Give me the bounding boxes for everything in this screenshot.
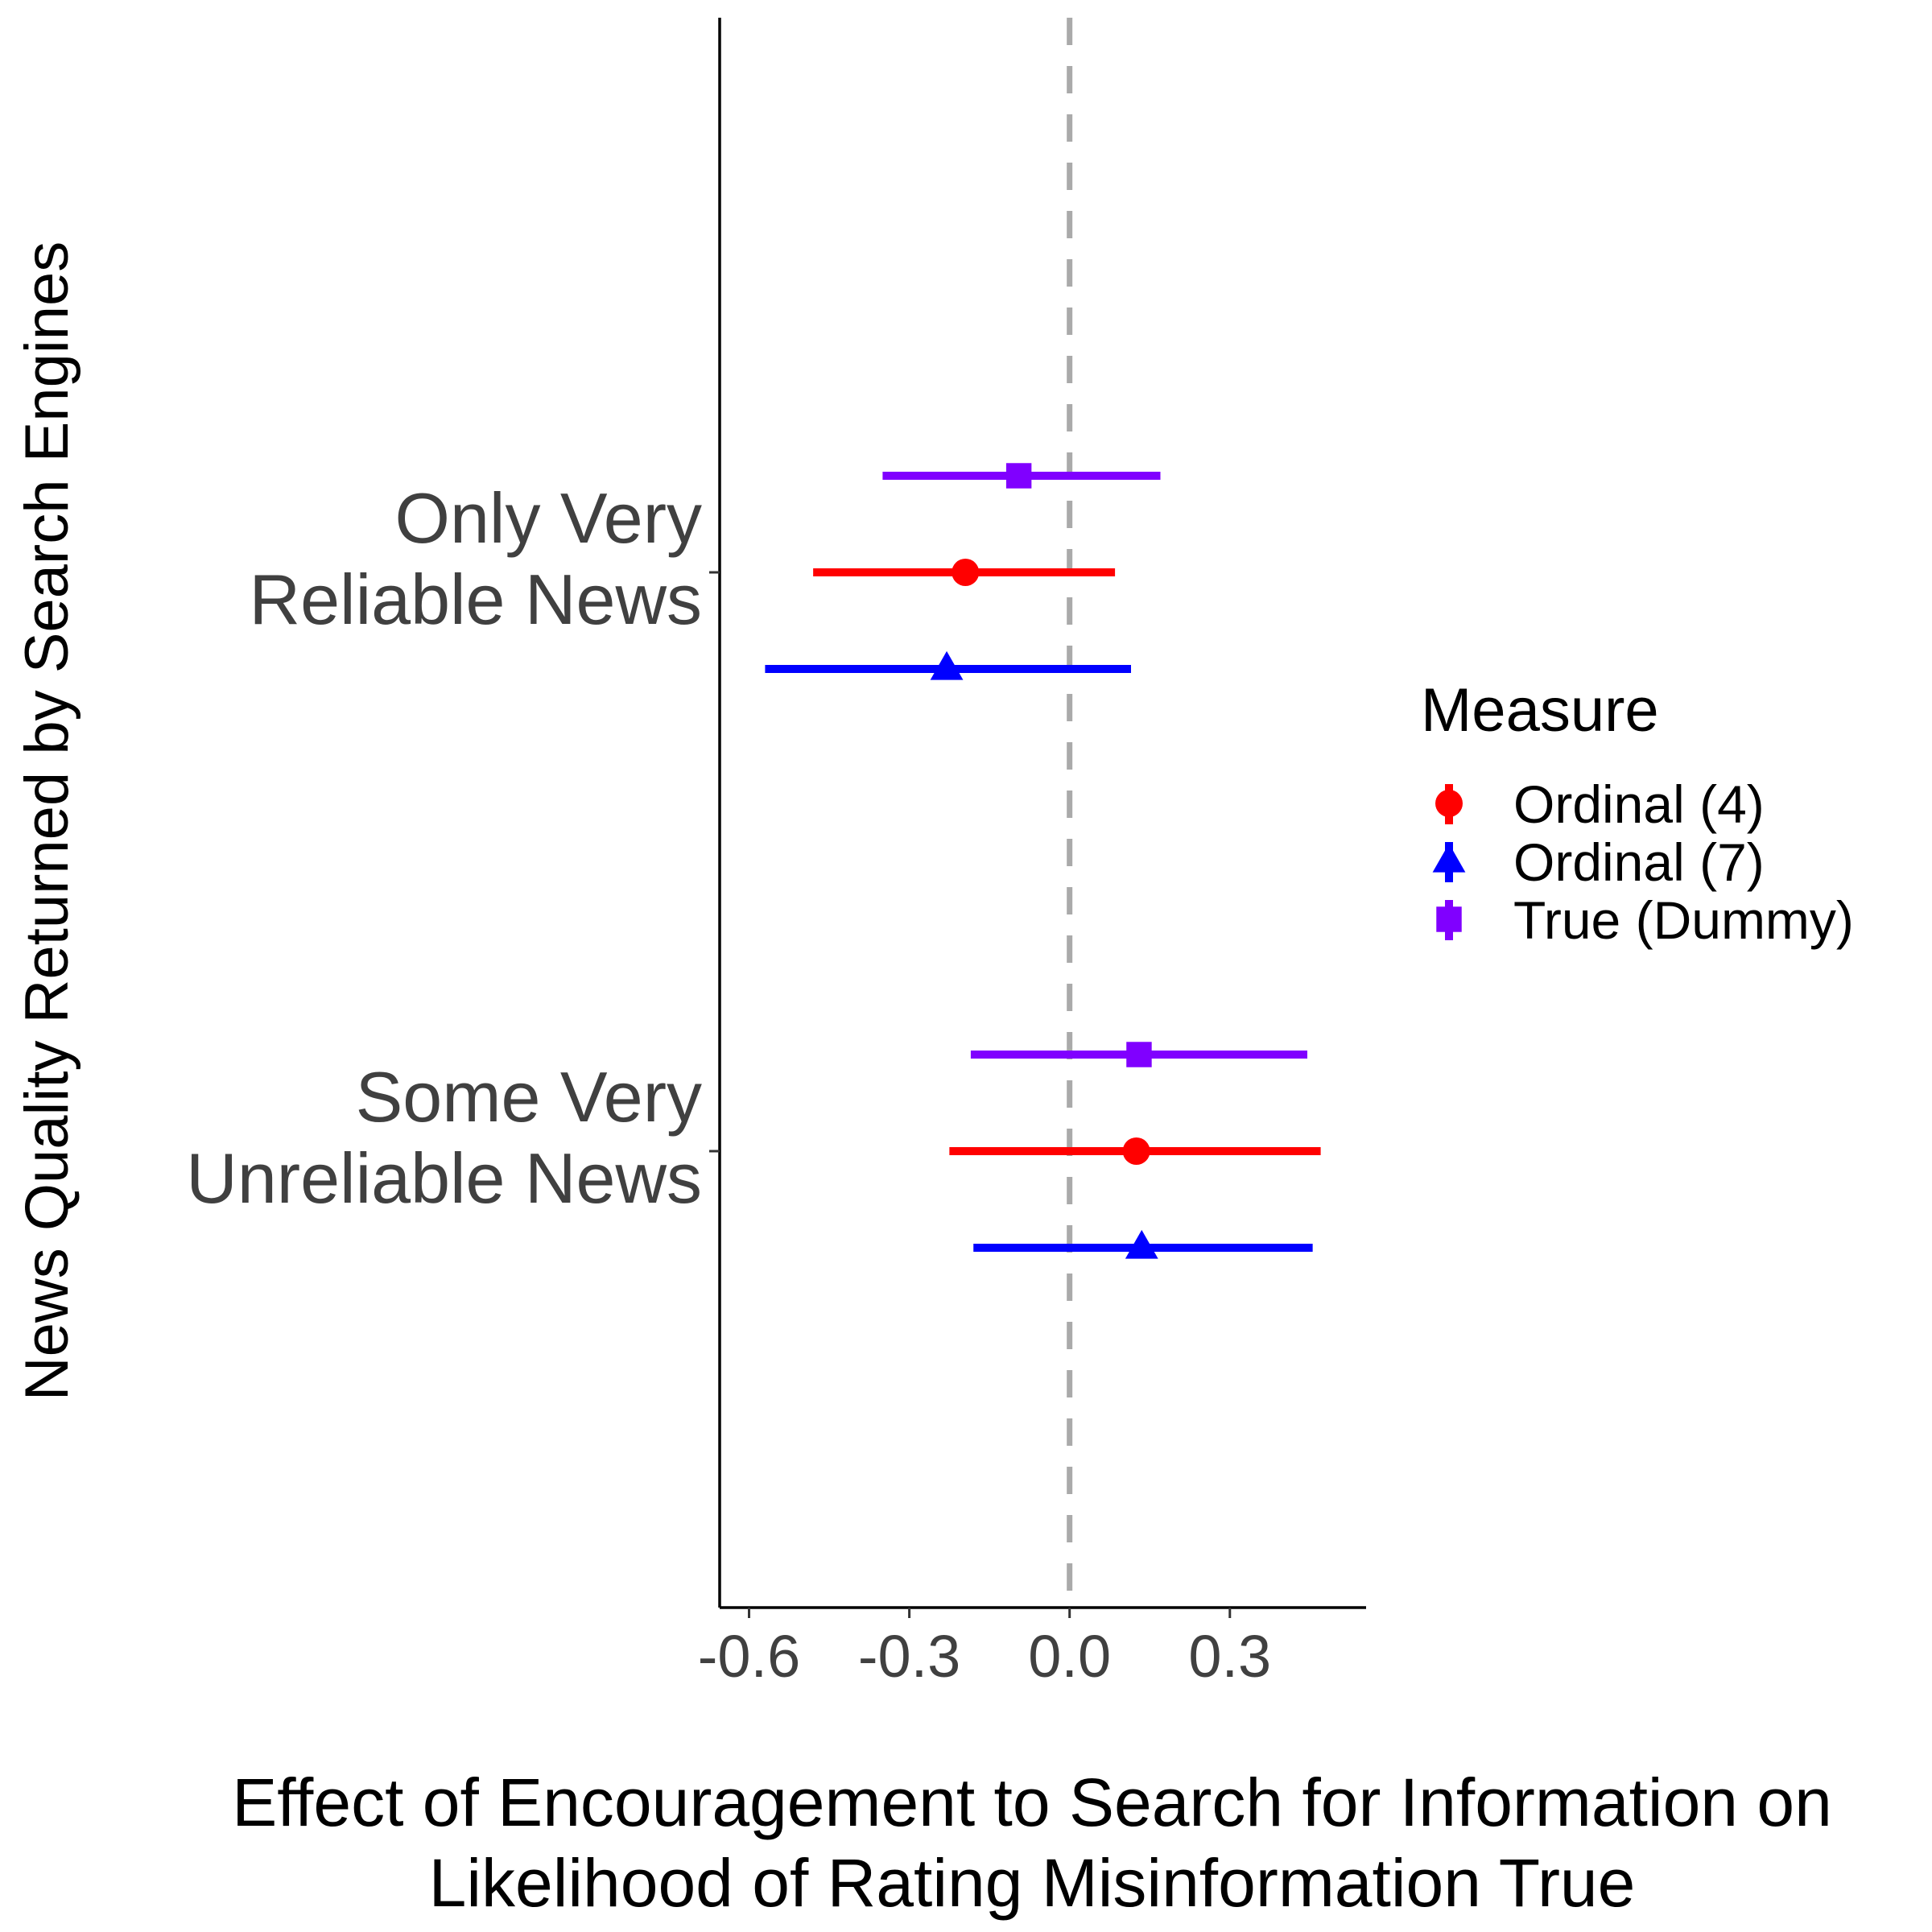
y-axis-title: News Quality Returned by Search Engines (13, 242, 81, 1402)
y-category-label: Unreliable News (186, 1138, 702, 1218)
point-estimate-1-some (1125, 1229, 1158, 1259)
x-axis-title: Effect of Encouragement to Search for In… (232, 1765, 1832, 1840)
point-estimate-0-only (952, 559, 980, 586)
y-category-label: Only Very (395, 478, 702, 558)
y-category-label: Some Very (356, 1057, 702, 1137)
legend-key-marker-2 (1436, 906, 1462, 932)
axis-titles: Effect of Encouragement to Search for In… (13, 242, 1832, 1921)
legend-key-marker-0 (1435, 790, 1463, 817)
legend-label: Ordinal (7) (1513, 832, 1765, 892)
point-estimate-2-some (1126, 1042, 1152, 1067)
x-tick-label: -0.6 (698, 1623, 801, 1690)
x-tick-label: -0.3 (858, 1623, 961, 1690)
x-tick-label: 0.3 (1188, 1623, 1271, 1690)
legend-title: Measure (1421, 676, 1659, 745)
x-tick-label: 0.0 (1028, 1623, 1111, 1690)
plot-area (765, 18, 1321, 1608)
legend: Measure Ordinal (4)Ordinal (7)True (Dummy… (1421, 676, 1854, 950)
legend-label: Ordinal (4) (1513, 774, 1765, 834)
legend-label: True (Dummy) (1513, 890, 1854, 950)
y-category-label: Reliable News (250, 559, 702, 639)
point-estimate-0-some (1122, 1137, 1150, 1165)
point-estimate-1-only (930, 650, 964, 680)
legend-key-marker-1 (1432, 843, 1466, 873)
point-estimate-2-only (1005, 463, 1032, 489)
x-axis-title: Likelihood of Rating Misinformation True (429, 1845, 1636, 1921)
